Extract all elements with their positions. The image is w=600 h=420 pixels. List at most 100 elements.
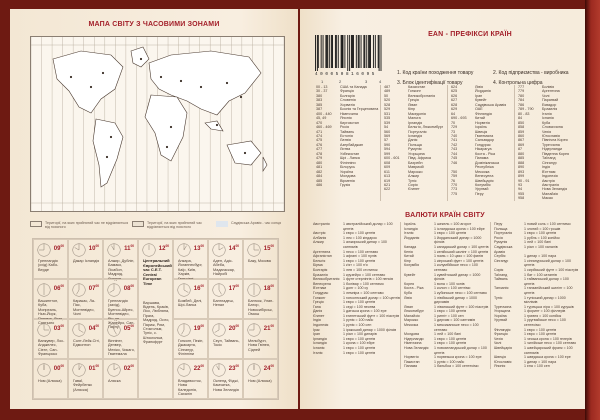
ean-title: EAN - ПРЕФІКСИ КРАЇН xyxy=(428,31,512,38)
barcode-label: 1 xyxy=(321,79,324,84)
legend-solar: Саудівська Аравія - час сонця xyxy=(216,221,290,227)
map-title: МАПА СВІТУ З ЧАСОВИМИ ЗОНАМИ xyxy=(88,21,220,28)
clock-icon xyxy=(107,283,121,297)
cell-key: Данія xyxy=(313,309,323,314)
cell-value: 1 рупія = 100 пайс xyxy=(343,318,374,323)
time-zone-cell: 1300 Анкара, Йоганнесбург, Каїр, Київ, Ха… xyxy=(173,239,208,281)
cell-value: Панама xyxy=(475,156,489,161)
barcode-bar xyxy=(329,35,331,68)
zone-hour: 1000 xyxy=(88,244,99,252)
table-row: 744 Коста - Ріка xyxy=(451,152,514,156)
barcode-bar xyxy=(372,35,374,68)
time-zone-cell: 0200 Аляска xyxy=(103,359,138,399)
cell-value: Словенія xyxy=(340,98,356,103)
cell-value: Чехія xyxy=(542,129,552,134)
zone-cities: Вашингтон, Куба, Монреаль, Нью-Йорк, Пан… xyxy=(38,299,63,326)
cell-value: 1 к'ят = 100 п'я xyxy=(343,263,368,268)
cet-hour: 1200 xyxy=(158,244,169,252)
cell-key: 481 xyxy=(316,165,323,170)
cell-key: 608 xyxy=(384,160,391,165)
cell-value: Уругвай xyxy=(475,187,489,192)
table-row: Тайвань 1 тайванський долар = 100 центів xyxy=(494,277,580,286)
city-dot xyxy=(159,75,163,79)
table-row: 474 Естонія xyxy=(316,134,380,138)
table-row: 80 - 83 Італія xyxy=(518,112,581,116)
table-row: 850 Куба xyxy=(518,121,581,125)
table-row: Сирія 1 сирійський фунт = 100 піастрів xyxy=(494,268,580,273)
cell-key: 880 xyxy=(518,151,525,156)
zone-hour: 0400 xyxy=(88,324,99,332)
table-row: 893 В'єтнам xyxy=(518,170,581,174)
cell-value: 1 швейцарський франк = 100 сантимів xyxy=(524,346,573,355)
cell-value: 1 йорданський динар = 1000 філсів xyxy=(434,235,482,245)
table-row: 885 Таїланд xyxy=(518,156,581,160)
cell-key: 380 xyxy=(316,93,323,98)
cell-value: Італія xyxy=(542,111,552,116)
table-row: Молдова 1 лей = 100 бані xyxy=(404,332,490,337)
cell-key: 789 - 790 xyxy=(518,107,534,112)
table-row: Єгипет 1 єгипетський фунт = 100 піастрів xyxy=(313,314,400,319)
cell-key: Китай xyxy=(404,254,414,259)
table-row: Бельгія 1 євро = 100 центів xyxy=(313,259,400,264)
cell-value: 1 туніський динар = 1000 міллімів xyxy=(524,295,566,305)
table-row: 380 Болгарія xyxy=(316,94,380,98)
table-row: 867 Північна Корея xyxy=(518,138,581,142)
table-row: Гана 1 седі = 100 песева xyxy=(313,305,400,310)
cell-value: Болгарія xyxy=(340,93,355,98)
barcode-bar xyxy=(335,35,337,68)
table-row: 613 Алжир xyxy=(384,174,447,178)
cell-key: Лівія xyxy=(404,295,412,300)
cell-value: Туніс xyxy=(408,178,417,183)
time-zone-cell: 1800 Бангкок, Улан-Батор, Новосибірськ, О… xyxy=(243,279,278,319)
barcode-bar xyxy=(332,35,333,68)
table-row: 54 Бельгія, Люксембург xyxy=(384,125,447,129)
zone-hour: 1300 xyxy=(193,244,204,252)
cell-key: 531 xyxy=(384,111,391,116)
cell-value: Йорданія xyxy=(475,89,491,94)
zone-cities: Бангладеш, Непал xyxy=(213,299,234,308)
cell-value: 1 дирхам = 100 сантимів xyxy=(434,318,475,323)
table-row: Португалія 1 євро = 100 центів xyxy=(494,231,580,236)
cell-value: 1 крузейро = 100 сентаво xyxy=(343,272,386,277)
table-row: 594 Румунія xyxy=(384,147,447,151)
cell-key: Ісландія xyxy=(404,226,418,231)
cell-value: Ірландія xyxy=(408,120,423,125)
cell-key: 741 xyxy=(451,138,458,143)
cell-key: Норвегія xyxy=(404,355,419,360)
cell-key: 885 xyxy=(518,156,525,161)
table-row: Люксембург 1 євро = 100 центів xyxy=(404,309,490,314)
clock-icon xyxy=(212,363,226,377)
cell-value: Північна Корея xyxy=(542,138,568,143)
cell-value: 1 євро = 100 центів xyxy=(343,350,376,355)
cell-value: 1 бат = 100 сатангів xyxy=(524,272,557,277)
right-page: 4 0 0 0 5 0 8 1 6 0 9 5 1 2 3 4 EAN - ПР… xyxy=(300,9,585,409)
cell-value: 1 бальбоа = 100 сентесімо xyxy=(434,364,479,369)
table-row: Сінгапур 1 сінгапурський долар = 100 цент… xyxy=(494,259,580,268)
cell-value: Лівія xyxy=(475,85,484,89)
table-row: Мексика 1 мексиканське песо = 100 сентаво xyxy=(404,323,490,332)
cell-value: 1 канадський долар = 100 центів xyxy=(434,244,489,249)
table-row: 73 Швеція xyxy=(451,130,514,134)
cell-value: Марокко xyxy=(408,169,423,174)
table-row: 387 Боснія та Герцеговина xyxy=(316,107,380,111)
cell-key: 64 xyxy=(451,111,456,116)
cell-key: Туніс xyxy=(494,295,503,300)
cell-key: 84 xyxy=(518,116,523,121)
table-row: 746 Домініканська Республіка xyxy=(451,161,514,170)
table-row: 50 Великобританія xyxy=(384,94,447,98)
time-zone-cell: 2100 Мельбурн, Нова Гвінея, Сідней xyxy=(243,319,278,359)
cell-value: 1 сінгапурський долар = 100 центів xyxy=(524,258,571,268)
cell-key: 484 xyxy=(316,174,323,179)
cell-value: 1 алжирський динар = 100 сантимів xyxy=(343,240,387,249)
zone-cities: Бангкок, Улан-Батор, Новосибірськ, Омськ xyxy=(248,299,274,317)
barcode-bar xyxy=(316,35,318,71)
cell-key: 899 xyxy=(518,174,525,179)
cell-value: В'єтнам xyxy=(542,169,556,174)
table-row: Росія 1 рубль = 100 копійок xyxy=(494,236,580,241)
cell-key: Іран xyxy=(313,332,320,337)
cell-value: 1 гривня = 100 копійок xyxy=(524,313,562,318)
table-row: 64 Фінляндія xyxy=(451,112,514,116)
cell-key: Італія xyxy=(313,350,323,355)
table-row: 569 Ісландія xyxy=(384,134,447,138)
cell-value: 1 колумбійське песо = 100 сентаво xyxy=(434,263,478,272)
